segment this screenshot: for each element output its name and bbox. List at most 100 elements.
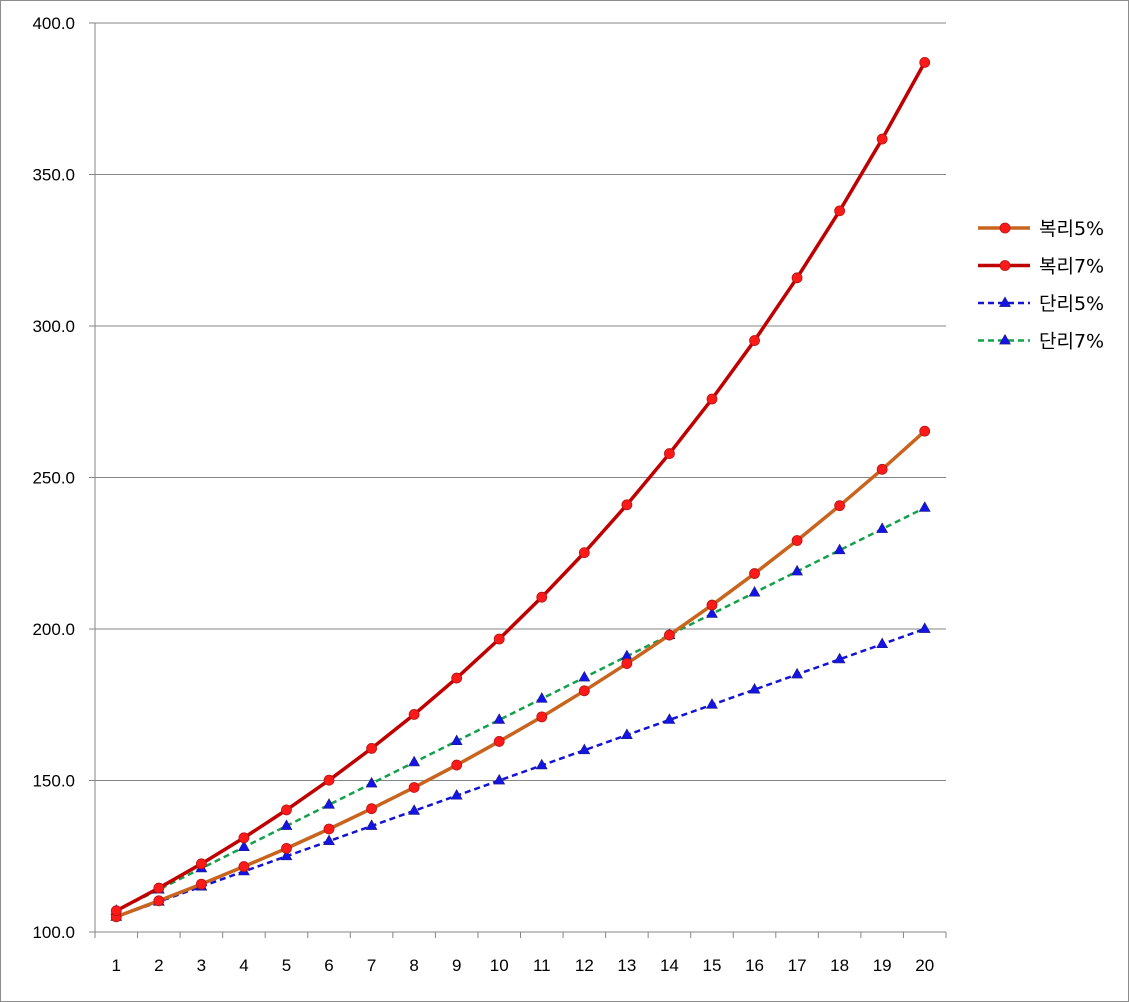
data-point xyxy=(748,586,761,597)
y-tick-label: 200.0 xyxy=(32,620,75,639)
x-tick-label: 12 xyxy=(575,956,594,975)
x-tick-label: 6 xyxy=(324,956,333,975)
x-tick-label: 16 xyxy=(745,956,764,975)
legend-swatch-marker xyxy=(999,260,1011,271)
data-point xyxy=(323,774,335,786)
data-point xyxy=(749,335,760,346)
data-point xyxy=(280,819,293,830)
data-point xyxy=(706,393,718,405)
series-line xyxy=(115,61,927,913)
data-point xyxy=(535,758,548,770)
data-point xyxy=(876,463,888,475)
data-point xyxy=(833,652,846,664)
legend: 복리5% 복리7% 단리5% 단리7% xyxy=(978,218,1104,353)
data-point xyxy=(918,501,931,512)
data-point xyxy=(706,599,718,611)
data-point xyxy=(281,804,292,816)
y-tick-label: 300.0 xyxy=(32,317,75,336)
legend-item-2: 복리7% xyxy=(978,256,1104,278)
data-point xyxy=(238,840,250,852)
x-tick-label: 11 xyxy=(533,956,551,975)
data-point xyxy=(323,823,335,835)
data-point xyxy=(578,685,590,697)
data-point xyxy=(664,448,675,459)
data-point xyxy=(493,633,505,645)
data-point xyxy=(578,670,591,682)
data-point xyxy=(408,755,421,767)
y-tick-label: 100.0 xyxy=(32,923,75,942)
x-tick-label: 4 xyxy=(239,956,248,975)
data-point xyxy=(919,56,931,68)
data-point xyxy=(876,637,889,649)
series-2 xyxy=(110,56,931,917)
series-4 xyxy=(110,501,931,915)
legend-item-4: 단리7% xyxy=(978,331,1104,353)
data-point xyxy=(110,905,122,917)
data-point xyxy=(493,736,505,747)
data-point xyxy=(791,667,803,679)
data-point xyxy=(408,782,420,793)
x-tick-label: 15 xyxy=(703,956,722,975)
x-tick-label: 18 xyxy=(830,956,849,975)
y-tick-label: 250.0 xyxy=(32,469,75,488)
data-point xyxy=(281,842,292,854)
x-tick-label: 20 xyxy=(915,956,934,975)
x-tick-label: 8 xyxy=(409,956,418,975)
data-point xyxy=(366,742,377,754)
data-point xyxy=(323,798,335,809)
gridlines xyxy=(95,22,946,781)
legend-label: 복리5% xyxy=(1039,218,1104,240)
data-point xyxy=(791,535,803,546)
series-line xyxy=(115,506,926,912)
x-tick-label: 13 xyxy=(617,956,636,975)
data-point xyxy=(280,849,293,861)
data-point xyxy=(450,789,463,800)
data-point xyxy=(834,500,846,512)
legend-swatch-marker xyxy=(999,222,1011,234)
legend-label: 단리7% xyxy=(1039,331,1104,353)
data-point xyxy=(153,895,165,907)
y-tick-label: 350.0 xyxy=(32,166,75,185)
data-point xyxy=(621,499,633,511)
data-point xyxy=(833,543,846,555)
x-tick-label: 3 xyxy=(197,956,206,975)
data-point xyxy=(919,425,931,437)
data-point xyxy=(450,734,463,746)
data-point xyxy=(195,858,207,870)
data-point xyxy=(195,878,207,890)
series-line xyxy=(115,429,926,919)
data-point xyxy=(366,803,377,815)
data-point xyxy=(238,832,250,844)
data-point xyxy=(791,564,803,576)
data-point xyxy=(578,547,590,559)
series-3 xyxy=(110,622,931,921)
data-point xyxy=(663,713,676,724)
data-point xyxy=(153,882,165,894)
y-tick-label: 150.0 xyxy=(32,772,75,791)
legend-swatch-marker xyxy=(999,296,1011,307)
data-point xyxy=(365,819,378,830)
data-point xyxy=(408,709,420,720)
data-point xyxy=(238,861,250,872)
data-point xyxy=(578,743,591,755)
data-point xyxy=(918,622,931,633)
data-point xyxy=(706,698,718,709)
legend-item-1: 복리5% xyxy=(978,218,1104,240)
x-tick-label: 19 xyxy=(873,956,892,975)
data-point xyxy=(493,713,506,724)
data-point xyxy=(748,682,761,694)
x-tick-label: 5 xyxy=(282,956,291,975)
x-tick-label: 7 xyxy=(367,956,376,975)
legend-label: 단리5% xyxy=(1039,293,1104,315)
data-point xyxy=(791,272,803,284)
data-point xyxy=(493,773,506,785)
data-point xyxy=(621,658,633,669)
data-point xyxy=(323,834,335,845)
x-tick-label: 17 xyxy=(788,956,807,975)
data-point xyxy=(664,629,675,641)
data-point xyxy=(408,804,421,815)
x-tick-label: 10 xyxy=(490,956,509,975)
